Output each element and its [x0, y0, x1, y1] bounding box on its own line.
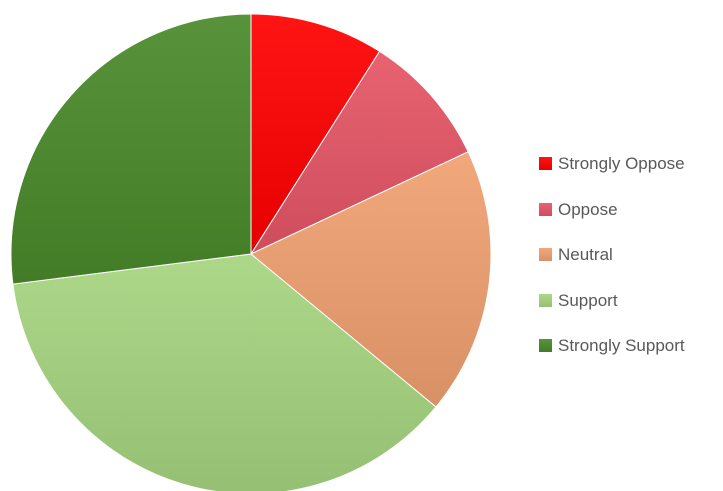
legend-label-oppose: Oppose: [558, 199, 618, 219]
legend-label-support: Support: [558, 290, 618, 310]
legend: Strongly Oppose Oppose Neutral Support S…: [539, 152, 723, 380]
pie-slice-strongly-oppose: [250, 13, 381, 256]
pie-slices: [10, 13, 492, 491]
legend-label-strongly-support: Strongly Support: [558, 336, 685, 355]
legend-item-support: Support: [539, 289, 723, 312]
legend-swatch-strongly-support: [539, 339, 552, 352]
legend-item-strongly-support: Strongly Support: [539, 334, 723, 357]
legend-swatch-strongly-oppose: [539, 157, 552, 170]
legend-swatch-oppose: [539, 202, 552, 216]
legend-item-oppose: Oppose: [539, 198, 723, 221]
pie-slice-support: [12, 253, 437, 491]
legend-label-strongly-oppose: Strongly Oppose: [558, 154, 685, 173]
pie-slice-neutral: [250, 151, 492, 408]
legend-item-strongly-oppose: Strongly Oppose: [539, 152, 723, 175]
legend-item-neutral: Neutral: [539, 243, 723, 266]
legend-swatch-support: [539, 293, 552, 307]
pie-slice-oppose: [249, 50, 469, 256]
legend-swatch-neutral: [539, 248, 552, 261]
pie-slice-strongly-support: [10, 13, 252, 285]
legend-label-neutral: Neutral: [558, 245, 613, 264]
